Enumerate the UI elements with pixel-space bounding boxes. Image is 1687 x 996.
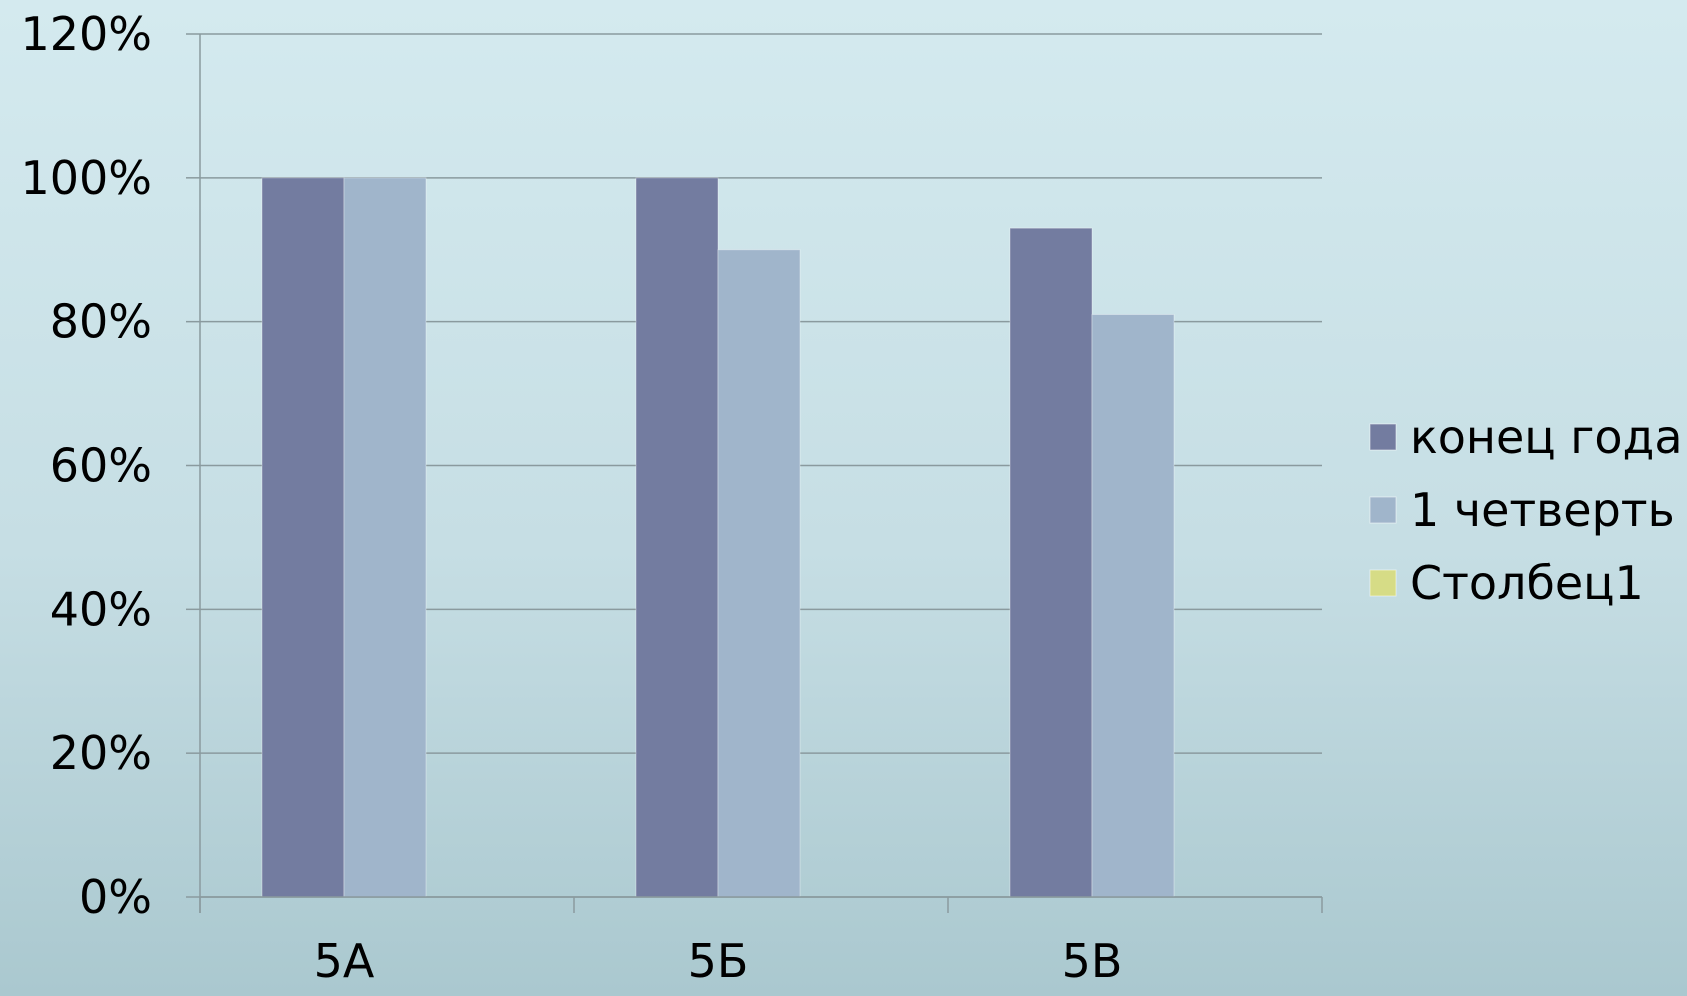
bar-2-3 <box>1091 313 1175 898</box>
axes <box>186 33 1323 913</box>
y-tick-label: 0% <box>79 870 152 924</box>
legend-swatch <box>1369 496 1397 524</box>
x-category-label: 5В <box>1062 934 1123 988</box>
x-axis-category-labels: 5А 5Б 5В <box>314 934 1123 988</box>
bar-2-1 <box>343 177 427 898</box>
y-tick-label: 80% <box>50 295 152 349</box>
legend-label: 1 четверть <box>1410 483 1675 537</box>
legend-swatch <box>1369 423 1397 451</box>
bar-1-1 <box>261 177 345 898</box>
bar-1-2 <box>635 177 719 898</box>
x-category-label: 5А <box>314 934 375 988</box>
bars <box>261 177 1175 898</box>
legend-label: Столбец1 <box>1410 556 1644 610</box>
y-tick-label: 100% <box>20 151 152 205</box>
y-tick-label: 40% <box>50 582 152 636</box>
legend-swatch <box>1369 569 1397 597</box>
x-category-label: 5Б <box>688 934 749 988</box>
y-tick-label: 60% <box>50 439 152 493</box>
bar-1-3 <box>1009 227 1093 898</box>
y-tick-label: 20% <box>50 726 152 780</box>
y-axis-tick-labels: 0% 20% 40% 60% 80% 100% 120% <box>20 7 152 924</box>
legend-label: конец года <box>1410 410 1683 464</box>
legend: конец года 1 четверть Столбец1 <box>1369 410 1683 610</box>
bar-2-2 <box>717 249 801 898</box>
y-tick-label: 120% <box>20 7 152 61</box>
